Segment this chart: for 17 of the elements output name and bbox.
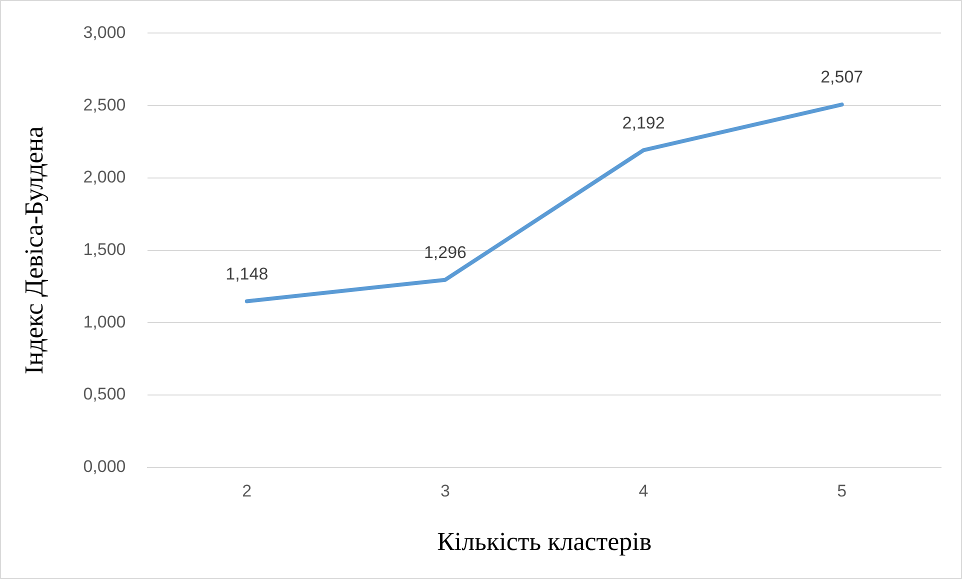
y-tick-label: 0,500 [83,384,126,404]
y-tick-label: 2,000 [83,168,126,187]
data-label: 2,507 [820,68,864,87]
data-label: 1,148 [226,264,268,284]
data-label: 2,192 [622,113,665,132]
x-tick-label: 3 [440,481,450,500]
y-tick-label: 3,000 [83,22,126,42]
x-tick-label: 5 [837,481,847,500]
y-tick-label: 1,500 [83,240,126,259]
y-axis-title: Індекс Девіса-Булдена [19,126,48,374]
y-tick-label: 1,000 [83,312,126,332]
y-tick-label: 2,500 [83,95,126,114]
x-tick-label: 4 [638,481,648,500]
x-tick-label: 2 [242,481,252,500]
y-tick-label: 0,000 [83,457,126,476]
data-label: 1,296 [424,243,466,262]
x-axis-title: Кількість кластерів [437,527,652,556]
